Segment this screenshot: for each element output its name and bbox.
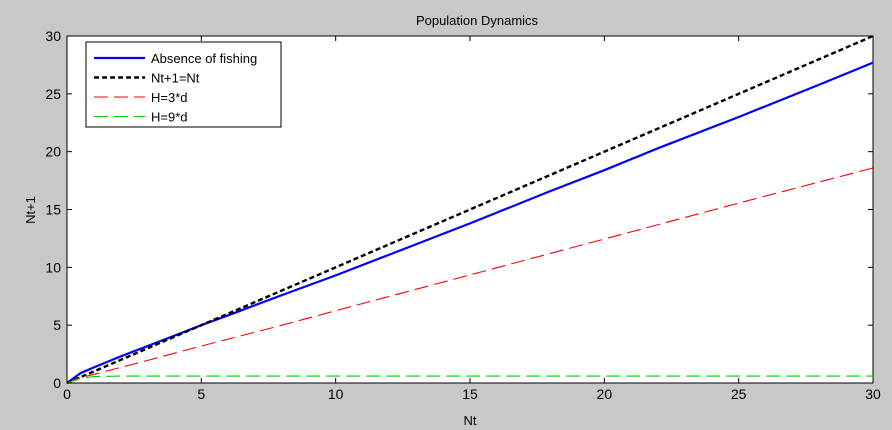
legend-label-2: H=3*d [151, 90, 188, 105]
series-line-0 [66, 61, 874, 384]
ticks-layer: 0 5 10 15 20 25 30 0 5 10 15 20 25 30 [45, 28, 881, 402]
legend-label-0: Absence of fishing [151, 51, 257, 66]
x-tick-label: 20 [597, 386, 613, 402]
y-tick-label: 5 [53, 317, 61, 333]
x-tick-label: 30 [865, 386, 881, 402]
y-tick-label: 10 [45, 259, 61, 275]
legend-box [85, 41, 282, 128]
series-line-2 [66, 167, 874, 384]
x-tick-label: 10 [328, 386, 344, 402]
series-line-1 [66, 34, 874, 385]
legend-label-1: Nt+1=Nt [151, 71, 200, 86]
series-layer [66, 34, 874, 385]
x-tick-label: 25 [731, 386, 747, 402]
x-axis-label: Nt [464, 413, 477, 428]
y-tick-label: 30 [45, 28, 61, 44]
y-tick-label: 20 [45, 144, 61, 160]
y-tick-label: 15 [45, 202, 61, 218]
x-tick-label: 0 [63, 386, 71, 402]
legend: Absence of fishing Nt+1=Nt H=3*d H=9*d [85, 41, 282, 128]
x-tick-label: 5 [197, 386, 205, 402]
x-tick-label: 15 [462, 386, 478, 402]
chart-title: Population Dynamics [416, 13, 539, 28]
y-tick-label: 25 [45, 86, 61, 102]
series-line-3 [66, 375, 873, 384]
y-axis-label: Nt+1 [23, 196, 38, 224]
y-tick-label: 0 [53, 375, 61, 391]
legend-label-3: H=9*d [151, 110, 188, 125]
